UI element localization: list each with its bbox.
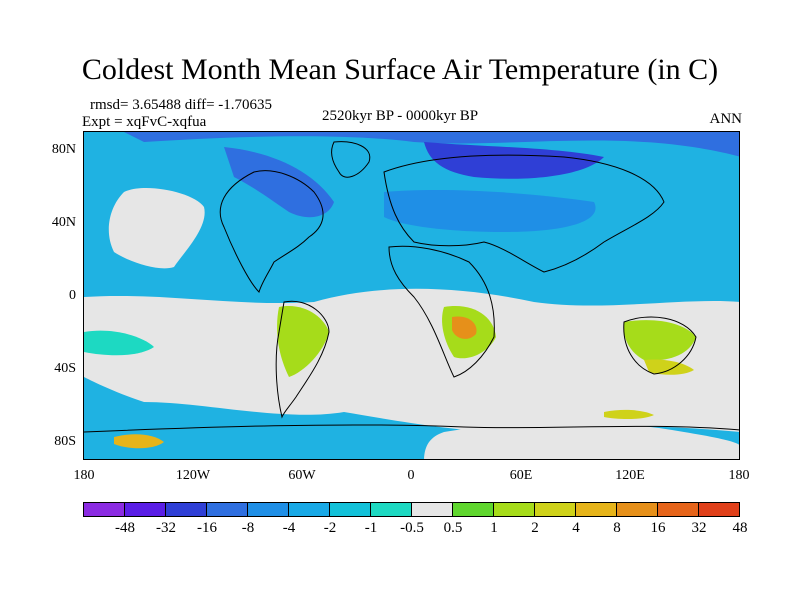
colorbar-label: 48 xyxy=(732,520,748,536)
colorbar-cell-7 xyxy=(370,502,412,517)
coastlines xyxy=(84,141,739,433)
field-yellow-southernocean xyxy=(604,409,654,420)
period-text: 2520kyr BP - 0000kyr BP xyxy=(322,108,479,124)
colorbar-cell-0 xyxy=(83,502,125,517)
field-blue-arctic xyxy=(124,132,739,157)
colorbar-label: -4 xyxy=(282,520,296,536)
coast-antarctica xyxy=(84,424,739,433)
colorbar-cell-3 xyxy=(206,502,248,517)
lon-tick-180w: 180 xyxy=(73,468,95,483)
colorbar-label: 4 xyxy=(572,520,580,536)
coast-north-america xyxy=(219,170,324,293)
colorbar-cell-6 xyxy=(329,502,371,517)
colorbar-label: 2 xyxy=(531,520,539,536)
colorbar-label: -48 xyxy=(115,520,135,536)
season-text: ANN xyxy=(709,111,743,127)
field-orange-southpacific xyxy=(114,434,164,449)
lon-tick-120e: 120E xyxy=(615,468,645,483)
colorbar-cell-10 xyxy=(493,502,535,517)
map-field xyxy=(84,132,739,459)
field-green-australia xyxy=(623,320,696,361)
coast-south-america xyxy=(275,300,330,419)
colorbar-cell-4 xyxy=(247,502,289,517)
colorbar-label: 1 xyxy=(490,520,498,536)
temperature-map xyxy=(83,131,740,460)
colorbar-label: 16 xyxy=(650,520,666,536)
field-green-southamerica xyxy=(277,306,329,377)
colorbar-cell-13 xyxy=(616,502,658,517)
colorbar-label: -1 xyxy=(364,520,378,536)
stats-text: rmsd= 3.65488 diff= -1.70635 xyxy=(90,97,273,113)
colorbar-label: -0.5 xyxy=(400,520,424,536)
colorbar-cell-2 xyxy=(165,502,207,517)
lon-tick-60w: 60W xyxy=(288,468,316,483)
field-yellow-australia xyxy=(644,359,694,375)
field-white-tropics xyxy=(84,288,739,433)
coast-greenland xyxy=(331,141,371,178)
colorbar-cell-5 xyxy=(288,502,330,517)
coast-eurasia xyxy=(383,154,665,273)
lon-tick-180e: 180 xyxy=(728,468,750,483)
colorbar-label: 32 xyxy=(691,520,707,536)
experiment-text: Expt = xqFvC-xqfua xyxy=(82,114,207,130)
colorbar-label: -16 xyxy=(197,520,217,536)
colorbar-label: 0.5 xyxy=(443,520,463,536)
lat-tick-40n: 40N xyxy=(51,215,76,230)
lat-tick-80n: 80N xyxy=(51,142,76,157)
colorbar-cell-1 xyxy=(124,502,166,517)
field-orange-africa xyxy=(452,316,477,339)
colorbar xyxy=(83,502,740,517)
colorbar-label: -8 xyxy=(241,520,255,536)
lat-tick-0: 0 xyxy=(69,288,76,303)
colorbar-label: -2 xyxy=(323,520,337,536)
field-white-northatlantic xyxy=(108,187,205,269)
colorbar-cell-14 xyxy=(657,502,699,517)
colorbar-label: -32 xyxy=(156,520,176,536)
field-green-pacific xyxy=(84,330,154,356)
lon-tick-120w: 120W xyxy=(175,468,211,483)
lat-tick-40s: 40S xyxy=(54,361,76,376)
colorbar-cell-8 xyxy=(411,502,453,517)
colorbar-cell-11 xyxy=(534,502,576,517)
field-blue-northamerica xyxy=(224,147,334,218)
field-blue-siberia xyxy=(424,142,604,179)
coast-africa xyxy=(388,245,495,378)
colorbar-label: 8 xyxy=(613,520,621,536)
chart-title: Coldest Month Mean Surface Air Temperatu… xyxy=(81,53,719,86)
colorbar-cell-9 xyxy=(452,502,494,517)
field-blue-eurasia xyxy=(384,190,596,232)
field-white-antarctic xyxy=(424,422,739,459)
lat-tick-80s: 80S xyxy=(54,434,76,449)
lon-tick-60e: 60E xyxy=(509,468,533,483)
lon-tick-0: 0 xyxy=(407,468,415,483)
coast-australia xyxy=(623,316,697,375)
colorbar-cell-12 xyxy=(575,502,617,517)
colorbar-cell-15 xyxy=(698,502,740,517)
